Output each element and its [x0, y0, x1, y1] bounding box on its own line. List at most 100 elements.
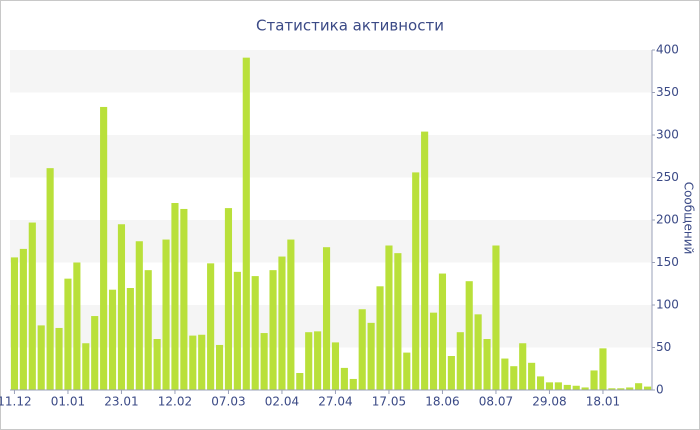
bar	[144, 270, 152, 390]
x-tick-label: 11.12	[0, 395, 32, 409]
bar	[447, 356, 455, 390]
bar	[528, 362, 536, 390]
bar	[215, 344, 224, 390]
bar	[171, 203, 179, 390]
bar	[251, 276, 259, 390]
bar	[376, 286, 384, 390]
bar	[82, 343, 90, 390]
bar	[207, 263, 215, 390]
y-axis-title: Сообщений	[682, 182, 696, 255]
bar	[19, 248, 27, 390]
x-tick-label: 18.06	[425, 395, 459, 409]
bar	[519, 343, 527, 390]
y-tick-label: 150	[656, 255, 679, 269]
bar	[554, 382, 562, 390]
bar	[572, 385, 580, 390]
bar	[635, 383, 643, 390]
bar	[510, 366, 518, 390]
bar	[358, 309, 366, 390]
x-tick-label: 18.01	[586, 395, 620, 409]
grid-band	[10, 135, 652, 178]
bar	[403, 352, 411, 390]
bar	[412, 172, 420, 390]
bar	[501, 358, 509, 390]
bar	[429, 312, 438, 390]
bar	[108, 289, 117, 390]
bar	[287, 239, 295, 390]
bar	[189, 335, 197, 390]
bar	[180, 208, 188, 390]
bar	[367, 322, 375, 390]
bar	[314, 331, 322, 390]
bar	[73, 262, 81, 390]
bar	[100, 106, 108, 390]
bar	[117, 224, 126, 390]
bar	[617, 388, 625, 390]
bar	[224, 208, 233, 390]
x-tick-label: 08.07	[479, 395, 513, 409]
bar	[626, 387, 634, 390]
bar	[242, 57, 250, 391]
bar	[37, 325, 45, 390]
bar	[135, 241, 143, 390]
bar	[590, 370, 598, 390]
bar	[233, 271, 241, 390]
bar	[55, 327, 63, 390]
bar	[465, 281, 473, 390]
bar	[126, 288, 134, 390]
x-tick-label: 01.01	[51, 395, 85, 409]
y-tick-label: 250	[656, 170, 679, 184]
y-tick-label: 0	[656, 383, 664, 397]
bar	[385, 245, 393, 390]
y-tick-label: 200	[656, 213, 679, 227]
y-tick-label: 350	[656, 85, 679, 99]
bar	[198, 334, 206, 390]
bar	[340, 367, 348, 390]
x-tick-label: 07.03	[211, 395, 245, 409]
x-tick-label: 29.08	[532, 395, 566, 409]
bar	[260, 333, 268, 390]
bar	[64, 278, 72, 390]
bar	[608, 388, 616, 390]
bar	[10, 257, 19, 390]
bar	[278, 256, 286, 390]
bar	[349, 378, 357, 390]
bar	[296, 373, 304, 390]
bar	[599, 348, 607, 390]
bar	[322, 247, 331, 390]
bar	[91, 316, 99, 390]
bar	[643, 386, 652, 390]
bar	[331, 342, 340, 390]
bar	[483, 339, 491, 390]
chart-title: Статистика активности	[256, 17, 444, 35]
y-tick-label: 50	[656, 340, 671, 354]
bar	[438, 273, 447, 390]
y-tick-label: 100	[656, 298, 679, 312]
grid-bands	[10, 50, 652, 348]
bar	[162, 239, 170, 390]
x-tick-label: 02.04	[265, 395, 299, 409]
grid-band	[10, 50, 652, 93]
bar	[394, 253, 402, 390]
bar	[305, 332, 313, 390]
bar	[421, 131, 429, 390]
bar	[474, 314, 482, 390]
x-tick-label: 12.02	[158, 395, 192, 409]
y-tick-label: 400	[656, 43, 679, 57]
bar	[28, 222, 36, 390]
grid-band	[10, 220, 652, 263]
y-tick-label: 300	[656, 128, 679, 142]
bar	[269, 270, 277, 390]
bar	[456, 332, 464, 390]
bar	[536, 376, 545, 390]
bar	[545, 382, 554, 390]
x-tick-label: 23.01	[104, 395, 138, 409]
bar	[581, 387, 589, 390]
bar	[492, 245, 500, 390]
x-tick-label: 27.04	[318, 395, 352, 409]
bar	[563, 384, 571, 390]
grid-band	[10, 305, 652, 348]
bar	[46, 168, 54, 390]
x-tick-label: 17.05	[372, 395, 406, 409]
